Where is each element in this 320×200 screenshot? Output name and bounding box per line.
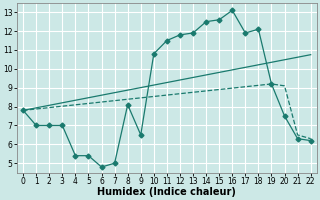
X-axis label: Humidex (Indice chaleur): Humidex (Indice chaleur)	[98, 187, 236, 197]
